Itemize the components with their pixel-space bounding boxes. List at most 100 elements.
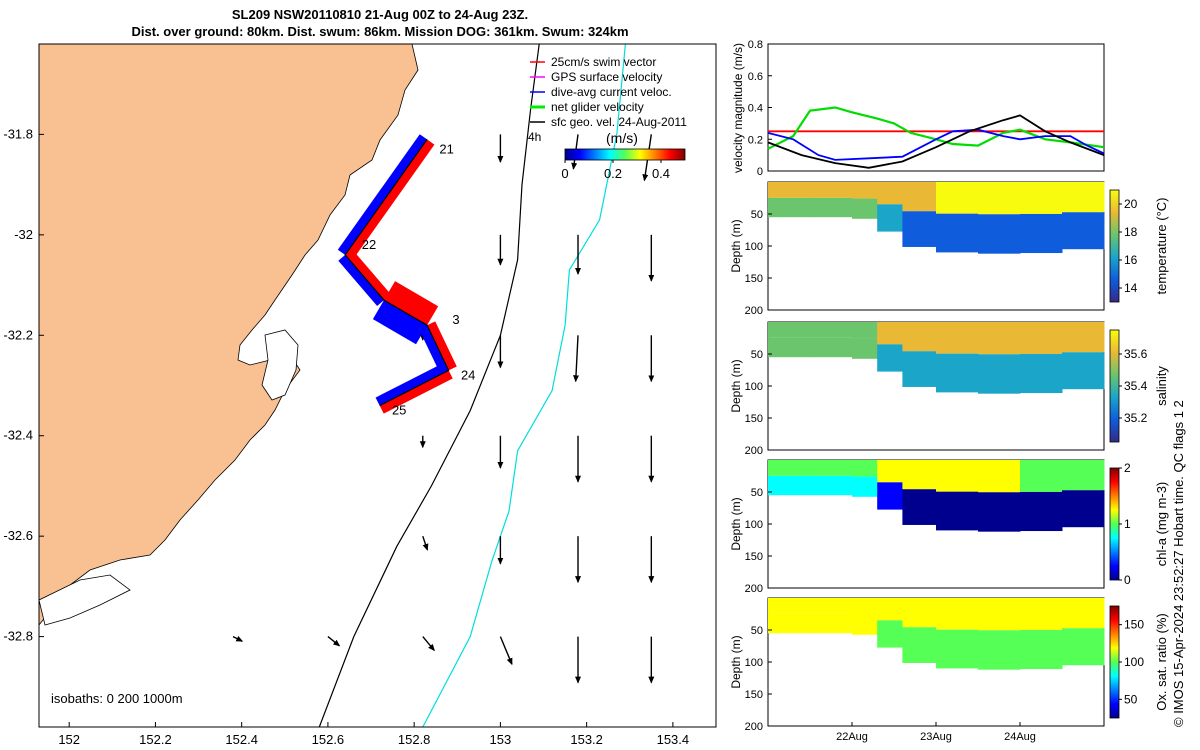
depth-tick-label: 200 <box>745 721 763 733</box>
section-upper-cell <box>978 460 1021 493</box>
swim-vector-band <box>345 249 391 301</box>
section-lower-cell <box>978 492 1021 532</box>
time-tick-label: 22Aug <box>836 731 868 743</box>
section-upper-cell <box>768 322 811 338</box>
section-upper-cell <box>768 598 811 614</box>
swim-vector-band <box>379 370 453 414</box>
geo-velocity-arrow <box>327 636 341 647</box>
isobath-1000 <box>422 44 626 727</box>
velocity-y-tick-label: 0.8 <box>748 39 763 51</box>
section-upper-cell <box>810 460 853 476</box>
section-upper-cell <box>936 182 979 214</box>
section-panel-salinity: 50 100 150 200 Depth (m) 35.2 35.4 35.6 salinity <box>729 321 1169 457</box>
speed-colorbar-ticks: 0 0.2 0.4 <box>561 160 670 181</box>
depth-tick-label: 100 <box>745 241 763 253</box>
swim-vector-band <box>383 281 439 326</box>
depth-ylabel: Depth (m) <box>729 219 743 272</box>
section-colorbar-tick-label: 35.6 <box>1124 347 1148 361</box>
section-lower-cell <box>936 491 979 531</box>
section-upper-cell <box>852 322 878 339</box>
section-upper-cell <box>810 322 853 338</box>
velocity-series-line <box>767 128 1105 161</box>
map-y-tick-label: -32.2 <box>3 327 33 342</box>
depth-tick-label: 50 <box>751 209 763 221</box>
legend-label: net glider velocity <box>551 100 644 114</box>
map-x-axis: 152 152.2 152.4 152.6 152.8 153 153.2 153.4 <box>58 722 689 747</box>
geo-velocity-arrow <box>573 335 580 383</box>
section-upper-cell <box>877 460 903 483</box>
section-upper-cell <box>1020 598 1063 630</box>
speed-colorbar <box>564 148 686 161</box>
current-vector-band <box>372 300 428 345</box>
section-panel-oxygen: 50 100 150 200 Depth (m) 50 100 150 Ox. sat. rat… <box>729 597 1169 743</box>
day-label: 21 <box>439 141 453 156</box>
section-lower-cell <box>852 198 878 219</box>
depth-ylabel: Depth (m) <box>729 497 743 550</box>
depth-tick-label: 150 <box>745 689 763 701</box>
section-upper-cell <box>902 598 937 628</box>
section-colorbar-tick-label: 20 <box>1124 197 1138 211</box>
section-colorbar-label: temperature (°C) <box>1154 198 1169 295</box>
depth-tick-label: 150 <box>745 413 763 425</box>
section-upper-cell <box>902 460 937 490</box>
section-upper-cell <box>978 598 1021 631</box>
section-lower-cell <box>768 613 811 634</box>
section-lower-cell <box>768 337 811 358</box>
current-vector-band <box>338 254 384 306</box>
map-x-tick-label: 152.2 <box>139 732 172 747</box>
depth-tick-label: 200 <box>745 583 763 595</box>
title-line-2: Dist. over ground: 80km. Dist. swum: 86k… <box>131 24 629 39</box>
section-colorbar-label: salinity <box>1154 366 1169 406</box>
velocity-frame <box>767 43 1105 172</box>
swim-vector-band <box>345 139 435 261</box>
section-colorbar-tick-label: 50 <box>1124 692 1138 706</box>
section-lower-cell <box>1062 352 1105 390</box>
section-lower-cell <box>810 475 853 496</box>
section-upper-cell <box>902 322 937 352</box>
colorbar-tick-label: 0.4 <box>652 166 670 181</box>
depth-tick-label: 100 <box>745 519 763 531</box>
swim-vector-band <box>427 321 457 371</box>
map-y-tick-label: -32.4 <box>3 428 33 443</box>
map-y-axis: -31.8 -32 -32.2 -32.4 -32.6 -32.8 <box>3 126 44 644</box>
map-y-tick-label: -32.6 <box>3 528 33 543</box>
section-lower-cell <box>1062 628 1105 666</box>
section-upper-cell <box>902 182 937 212</box>
section-lower-cell <box>768 475 811 496</box>
section-lower-cell <box>902 627 937 663</box>
depth-tick-label: 200 <box>745 445 763 457</box>
velocity-y-tick-label: 0.2 <box>748 134 763 146</box>
section-upper-cell <box>810 598 853 614</box>
section-panel-chlorophyll: 50 100 150 200 Depth (m) 0 1 2 chl-a (mg m-3) <box>729 459 1169 595</box>
section-upper-cell <box>1062 322 1105 353</box>
land-area <box>39 44 419 626</box>
section-colorbar <box>1109 329 1120 443</box>
depth-tick-label: 150 <box>745 551 763 563</box>
section-lower-cell <box>810 197 853 218</box>
section-colorbar <box>1109 467 1120 581</box>
section-upper-cell <box>877 598 903 621</box>
section-upper-cell <box>1020 322 1063 354</box>
section-upper-cell <box>768 182 811 198</box>
geo-velocity-arrow <box>422 636 435 652</box>
velocity-y-tick-label: 0.4 <box>748 103 763 115</box>
interval-label: 4h <box>528 130 541 144</box>
depth-tick-label: 50 <box>751 349 763 361</box>
depth-tick-label: 100 <box>745 381 763 393</box>
section-colorbar-tick-label: 2 <box>1124 461 1131 475</box>
depth-tick-label: 50 <box>751 625 763 637</box>
section-upper-cell <box>1062 182 1105 213</box>
section-upper-cell <box>768 460 811 476</box>
map-y-tick-label: -32.8 <box>3 629 33 644</box>
depth-ylabel: Depth (m) <box>729 359 743 412</box>
section-colorbar-tick-label: 1 <box>1124 517 1131 531</box>
map-panel: 21 22 3 24 25 152 152.2 152.4 152.6 152.8 153 153.… <box>3 43 717 747</box>
section-upper-cell <box>978 322 1021 355</box>
section-upper-cell <box>936 460 979 492</box>
section-lower-cell <box>810 337 853 358</box>
glider-track-layer: 21 22 3 24 25 <box>337 134 475 418</box>
section-lower-cell <box>902 211 937 247</box>
section-lower-cell <box>852 614 878 635</box>
